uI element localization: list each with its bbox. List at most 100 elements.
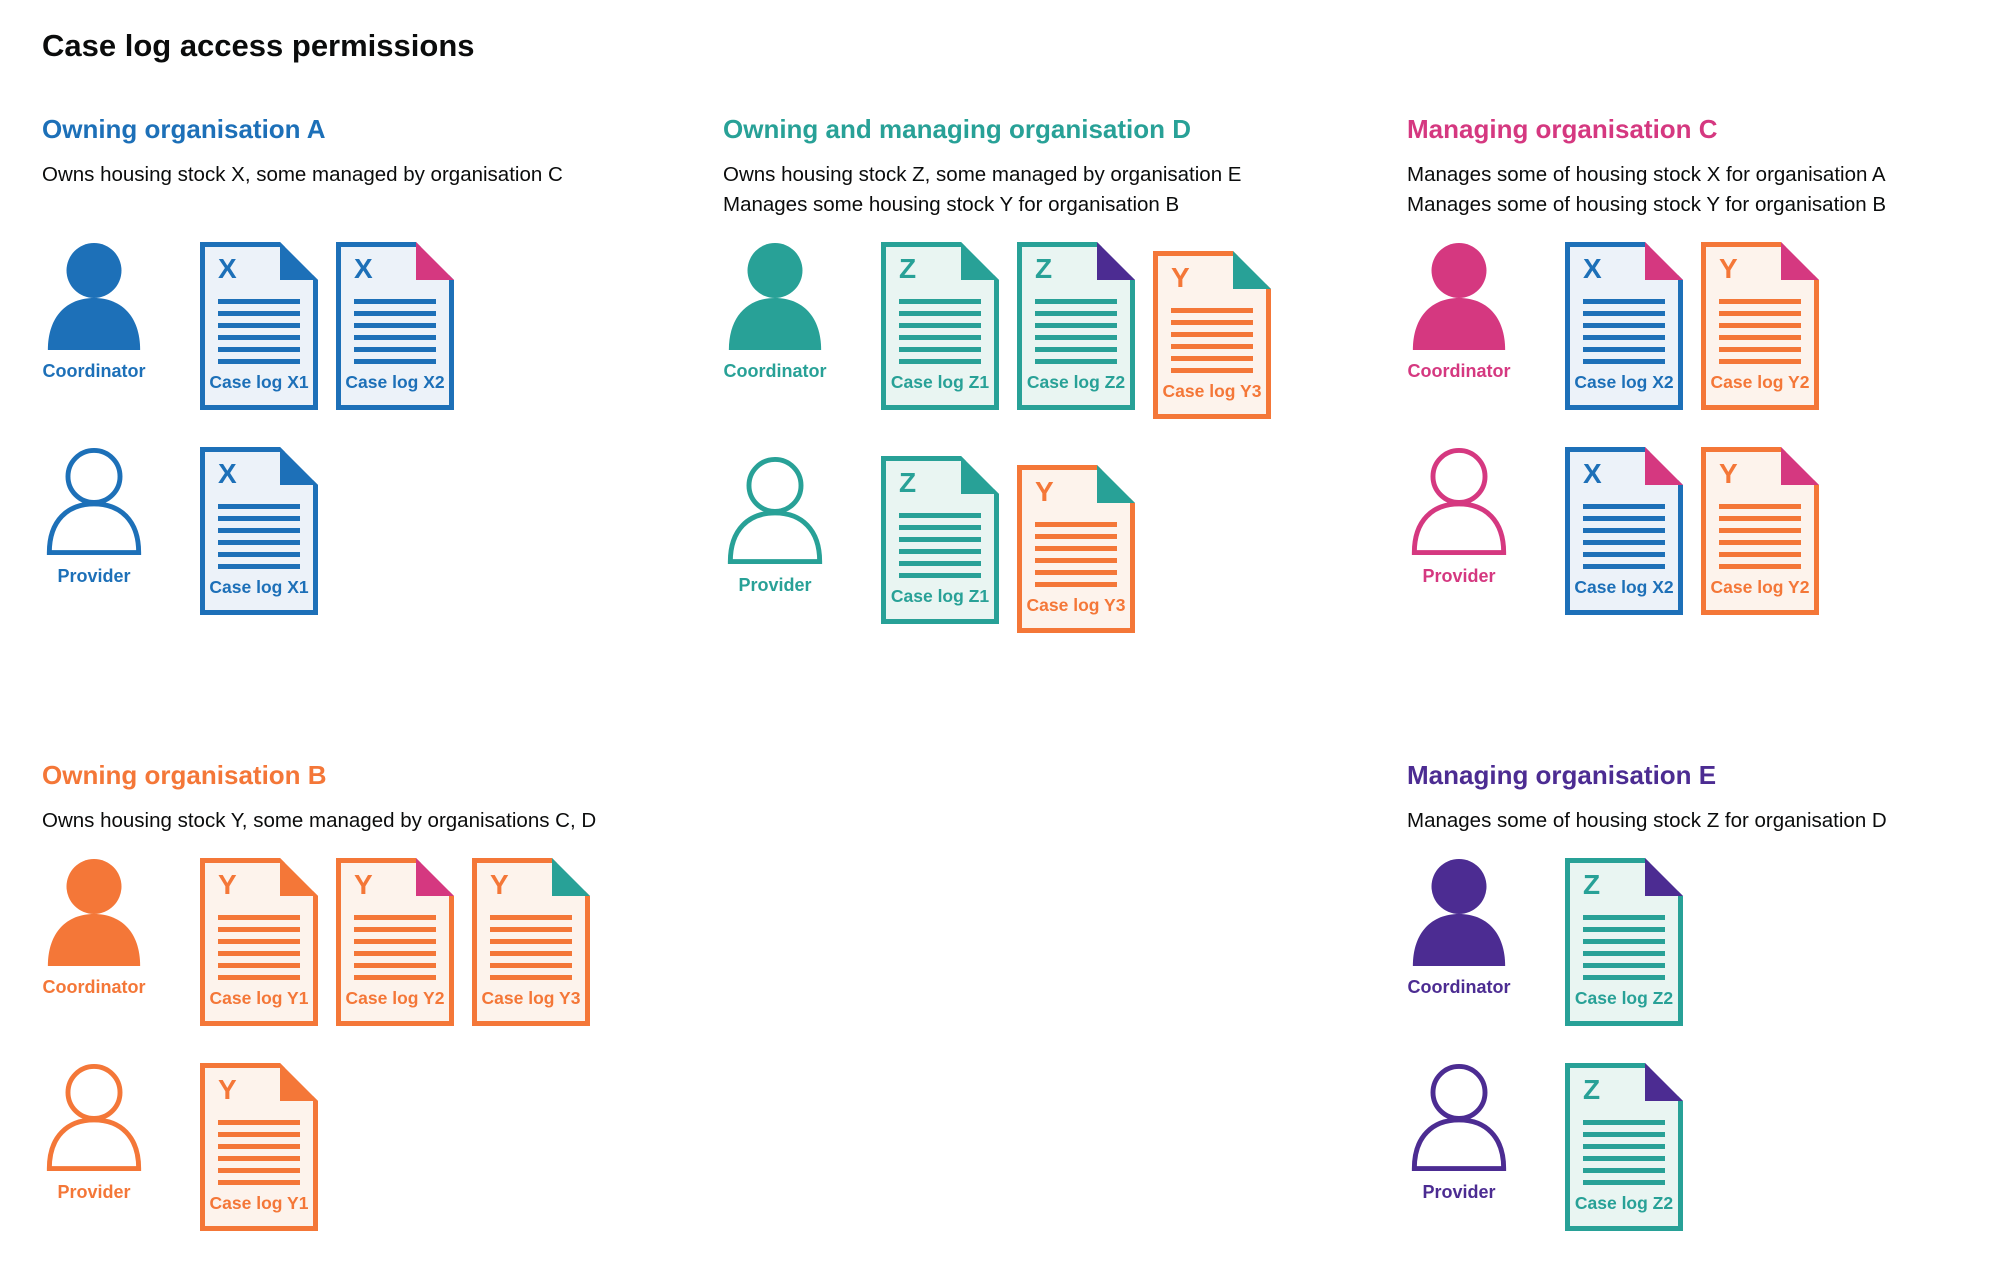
doc-text-line (490, 927, 572, 932)
role-label: Provider (57, 566, 131, 586)
doc-text-lines (218, 1120, 300, 1192)
section-managing-organisation-e: Managing organisation E Manages some of h… (1407, 760, 1997, 1268)
doc-text-line (354, 951, 436, 956)
doc-label: Case log Z2 (1026, 372, 1126, 392)
case-log-doc: X Case log X2 (1565, 447, 1683, 615)
case-log-doc: Z Case log Z2 (1565, 858, 1683, 1026)
doc-label: Case log Z2 (1574, 988, 1674, 1008)
doc-letter: Y (490, 869, 509, 900)
doc-text-line (218, 335, 300, 340)
permission-row-provider: Provider Z Case log Z2 (1407, 1063, 1997, 1231)
doc-text-line (218, 1168, 300, 1173)
doc-letter: Y (218, 1074, 237, 1105)
person-outline-icon (46, 447, 142, 555)
doc-text-line (354, 323, 436, 328)
description-line: Manages some of housing stock Y for orga… (1407, 193, 1886, 216)
doc-text-line (1583, 323, 1665, 328)
doc-text-line (354, 963, 436, 968)
doc-text-line (1583, 528, 1665, 533)
doc-label: Case log Y2 (1710, 372, 1810, 392)
doc-text-line (1035, 299, 1117, 304)
doc-text-line (1035, 311, 1117, 316)
folded-corner-icon (1097, 242, 1135, 280)
folded-corner-icon (552, 858, 590, 896)
folded-corner-icon (961, 242, 999, 280)
doc-text-line (354, 335, 436, 340)
doc-label: Case log Y2 (1710, 577, 1810, 597)
doc-letter: Y (1719, 458, 1738, 489)
coordinator-figure: Coordinator (1407, 242, 1511, 382)
doc-text-line (1583, 1180, 1665, 1185)
case-log-doc: Y Case log Y1 (200, 1063, 318, 1231)
doc-text-line (490, 951, 572, 956)
folded-corner-icon (280, 447, 318, 485)
doc-label: Case log Z1 (890, 586, 990, 606)
doc-text-lines (1719, 299, 1801, 371)
doc-text-line (1583, 1156, 1665, 1161)
doc-label: Case log Y1 (209, 1193, 309, 1213)
section-heading: Owning and managing organisation D (723, 114, 1192, 144)
doc-text-line (1719, 335, 1801, 340)
doc-text-line (1583, 1168, 1665, 1173)
coordinator-figure: Coordinator (42, 858, 146, 998)
doc-text-line (1035, 323, 1117, 328)
permission-row-provider: Provider Y Case log Y1 (42, 1063, 723, 1231)
section-owning-organisation-b: Owning organisation B Owns housing stock … (42, 760, 723, 1268)
doc-letter: Z (1583, 1074, 1601, 1105)
permission-row-coordinator: Coordinator X Case log X1 X Case log X2 (42, 242, 723, 410)
role-label: Coordinator (1407, 361, 1511, 381)
provider-figure: Provider (42, 1063, 146, 1203)
description-line: Owns housing stock X, some managed by or… (42, 163, 563, 186)
doc-text-line (899, 335, 981, 340)
doc-label: Case log X2 (1574, 372, 1674, 392)
person-filled-icon (728, 242, 822, 350)
permission-row-coordinator: Coordinator X Case log X2 Y Case log Y2 (1407, 242, 1997, 410)
description-line: Manages some of housing stock X for orga… (1407, 163, 1886, 186)
doc-text-line (218, 311, 300, 316)
provider-figure: Provider (42, 447, 146, 587)
doc-text-line (1583, 359, 1665, 364)
doc-text-line (218, 564, 300, 569)
folded-corner-icon (1781, 242, 1819, 280)
section-heading: Managing organisation E (1407, 760, 1717, 790)
folded-corner-icon (961, 456, 999, 494)
description-line: Manages some housing stock Y for organis… (723, 193, 1180, 216)
section-description: Manages some of housing stock Z for orga… (1407, 806, 1997, 836)
section-heading: Owning organisation B (42, 760, 327, 790)
role-label: Coordinator (723, 361, 827, 381)
doc-label: Case log X2 (1574, 577, 1674, 597)
folded-corner-icon (280, 1063, 318, 1101)
doc-text-line (1035, 582, 1117, 587)
doc-letter: X (218, 253, 237, 284)
doc-text-line (899, 311, 981, 316)
doc-letter: Y (1171, 262, 1190, 293)
coordinator-figure: Coordinator (723, 242, 827, 382)
doc-text-line (1719, 516, 1801, 521)
doc-text-line (218, 1132, 300, 1137)
doc-text-lines (354, 915, 436, 987)
case-log-doc: Z Case log Z1 (881, 242, 999, 410)
person-filled-icon (47, 242, 141, 350)
doc-text-lines (1719, 504, 1801, 576)
case-log-doc: Z Case log Z1 (881, 456, 999, 624)
doc-letter: Y (218, 869, 237, 900)
person-outline-icon (1411, 447, 1507, 555)
folded-corner-icon (416, 242, 454, 280)
doc-text-line (218, 927, 300, 932)
doc-letter: Z (899, 467, 917, 498)
doc-text-line (1583, 1132, 1665, 1137)
doc-text-line (490, 915, 572, 920)
doc-text-line (1583, 504, 1665, 509)
doc-text-line (1583, 1144, 1665, 1149)
doc-text-line (354, 915, 436, 920)
coordinator-figure: Coordinator (1407, 858, 1511, 998)
doc-text-line (218, 1144, 300, 1149)
doc-text-line (490, 939, 572, 944)
doc-text-line (218, 540, 300, 545)
doc-text-line (1171, 332, 1253, 337)
doc-text-line (1719, 299, 1801, 304)
permission-row-coordinator: Coordinator Z Case log Z1 Z Case log Z2 Y Case… (723, 242, 1407, 419)
case-log-doc: Z Case log Z2 (1565, 1063, 1683, 1231)
doc-text-line (1171, 320, 1253, 325)
role-label: Coordinator (42, 361, 146, 381)
